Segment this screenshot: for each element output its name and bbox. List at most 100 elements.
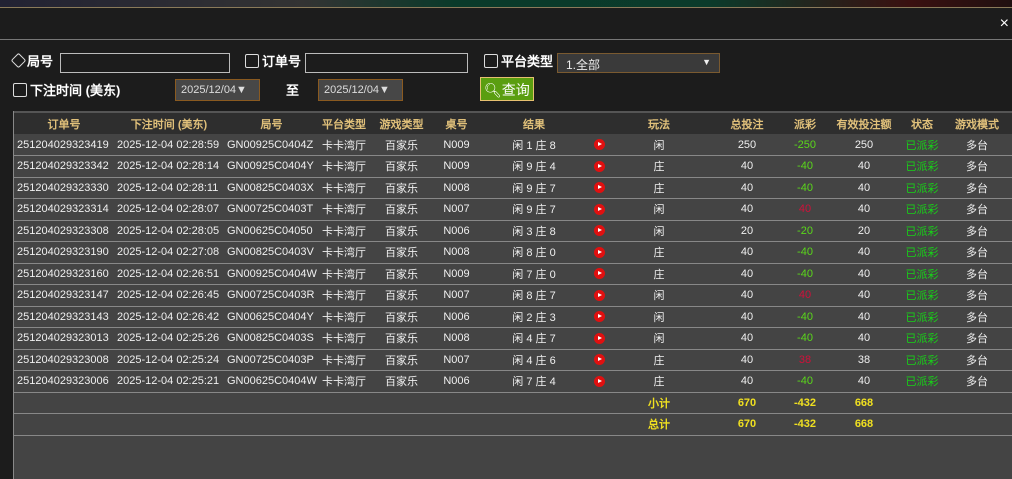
order-input[interactable] — [305, 53, 468, 73]
valid-bet: 40 — [825, 241, 903, 264]
status: 已派彩 — [903, 284, 941, 307]
replay-button[interactable] — [589, 241, 609, 264]
platform: 卡卡湾厅 — [319, 263, 369, 285]
replay-button[interactable] — [589, 155, 609, 178]
query-button[interactable]: 🔍︎查询 — [480, 77, 534, 101]
bet-on: 闲 — [609, 198, 709, 221]
replay-button[interactable] — [589, 349, 609, 371]
payout: -40 — [785, 241, 825, 264]
table-row[interactable]: 251204029323143 2025-12-04 02:26:42 GN0062… — [14, 306, 1012, 328]
date-from-select[interactable]: 2025/12/04▼ — [175, 79, 260, 101]
replay-button[interactable] — [589, 220, 609, 242]
total-bet: 40 — [709, 349, 785, 371]
column-header: 游戏模式 — [941, 111, 1012, 134]
platform: 卡卡湾厅 — [319, 198, 369, 221]
clipboard-icon — [245, 53, 259, 68]
round-input[interactable] — [60, 53, 230, 73]
table-row[interactable]: 251204029323308 2025-12-04 02:28:05 GN0062… — [14, 220, 1012, 242]
table-row[interactable]: 251204029323419 2025-12-04 02:28:59 GN0092… — [14, 134, 1012, 156]
tag-icon — [10, 52, 27, 69]
status: 已派彩 — [903, 177, 941, 199]
round-id: GN00625C04050 — [224, 220, 319, 242]
status: 已派彩 — [903, 306, 941, 328]
play-icon — [593, 225, 605, 237]
total-bet: 40 — [709, 155, 785, 178]
platform: 卡卡湾厅 — [319, 306, 369, 328]
game-type: 百家乐 — [369, 177, 434, 199]
order-id: 251204029323190 — [14, 241, 114, 264]
table-row[interactable]: 251204029323008 2025-12-04 02:25:24 GN0072… — [14, 349, 1012, 371]
platform-select[interactable]: 1.全部 ▼ — [557, 53, 720, 73]
valid-bet: 20 — [825, 220, 903, 242]
game-mode: 多台 — [941, 241, 1012, 264]
play-icon — [593, 332, 605, 344]
order-id: 251204029323342 — [14, 155, 114, 178]
order-id: 251204029323314 — [14, 198, 114, 221]
table-row[interactable]: 251204029323006 2025-12-04 02:25:21 GN0062… — [14, 370, 1012, 393]
total-bet: 40 — [709, 370, 785, 393]
platform: 卡卡湾厅 — [319, 134, 369, 156]
replay-button[interactable] — [589, 306, 609, 328]
close-button[interactable]: × — [999, 15, 1009, 32]
calendar-icon — [13, 82, 27, 97]
time-label: 下注时间 (美东) — [13, 80, 120, 99]
bet-time: 2025-12-04 02:25:21 — [114, 370, 224, 393]
table-row[interactable]: 251204029323314 2025-12-04 02:28:07 GN0072… — [14, 198, 1012, 221]
order-label: 订单号 — [245, 51, 301, 70]
bet-time: 2025-12-04 02:26:42 — [114, 306, 224, 328]
play-icon — [593, 268, 605, 280]
game-type: 百家乐 — [369, 306, 434, 328]
result: 闲 1 庄 8 — [479, 134, 589, 156]
round-id: GN00925C0404W — [224, 263, 319, 285]
replay-button[interactable] — [589, 198, 609, 221]
table-no: N006 — [434, 220, 479, 242]
platform: 卡卡湾厅 — [319, 327, 369, 350]
game-mode: 多台 — [941, 306, 1012, 328]
column-header: 订单号 — [14, 111, 114, 134]
table-no: N007 — [434, 284, 479, 307]
order-id: 251204029323419 — [14, 134, 114, 156]
platform: 卡卡湾厅 — [319, 155, 369, 178]
game-mode: 多台 — [941, 284, 1012, 307]
bet-on: 庄 — [609, 263, 709, 285]
play-icon — [593, 289, 605, 301]
table-row[interactable]: 251204029323330 2025-12-04 02:28:11 GN0082… — [14, 177, 1012, 199]
chevron-down-icon: ▼ — [702, 57, 711, 67]
table-row[interactable]: 251204029323190 2025-12-04 02:27:08 GN0082… — [14, 241, 1012, 264]
table-row[interactable]: 251204029323342 2025-12-04 02:28:14 GN0092… — [14, 155, 1012, 178]
table-row[interactable]: 251204029323160 2025-12-04 02:26:51 GN0092… — [14, 263, 1012, 285]
payout: 40 — [785, 198, 825, 221]
table-row[interactable]: 251204029323147 2025-12-04 02:26:45 GN0072… — [14, 284, 1012, 307]
valid-bet: 40 — [825, 177, 903, 199]
search-icon: 🔍︎ — [484, 82, 502, 98]
table-no: N006 — [434, 306, 479, 328]
table-no: N009 — [434, 155, 479, 178]
to-label: 至 — [286, 83, 300, 98]
replay-button[interactable] — [589, 284, 609, 307]
total-bet: 40 — [709, 306, 785, 328]
replay-button[interactable] — [589, 263, 609, 285]
game-type: 百家乐 — [369, 198, 434, 221]
table-row[interactable]: 251204029323013 2025-12-04 02:25:26 GN0082… — [14, 327, 1012, 350]
status: 已派彩 — [903, 198, 941, 221]
subtotal-label: 小计 — [609, 392, 709, 414]
platform-label: 平台类型 — [484, 51, 553, 70]
platform: 卡卡湾厅 — [319, 241, 369, 264]
table-no: N008 — [434, 241, 479, 264]
payout: 38 — [785, 349, 825, 371]
subtotal-total-bet: 670 — [709, 392, 785, 414]
replay-button[interactable] — [589, 177, 609, 199]
date-to-select[interactable]: 2025/12/04▼ — [318, 79, 403, 101]
play-icon — [593, 160, 605, 172]
round-id: GN00825C0403X — [224, 177, 319, 199]
replay-button[interactable] — [589, 327, 609, 350]
round-label: 局号 — [10, 51, 53, 70]
game-mode: 多台 — [941, 177, 1012, 199]
replay-button[interactable] — [589, 370, 609, 393]
result: 闲 9 庄 7 — [479, 177, 589, 199]
game-mode: 多台 — [941, 327, 1012, 350]
game-mode: 多台 — [941, 134, 1012, 156]
replay-button[interactable] — [589, 134, 609, 156]
bet-time: 2025-12-04 02:28:11 — [114, 177, 224, 199]
column-header: 下注时间 (美东) — [114, 111, 224, 134]
